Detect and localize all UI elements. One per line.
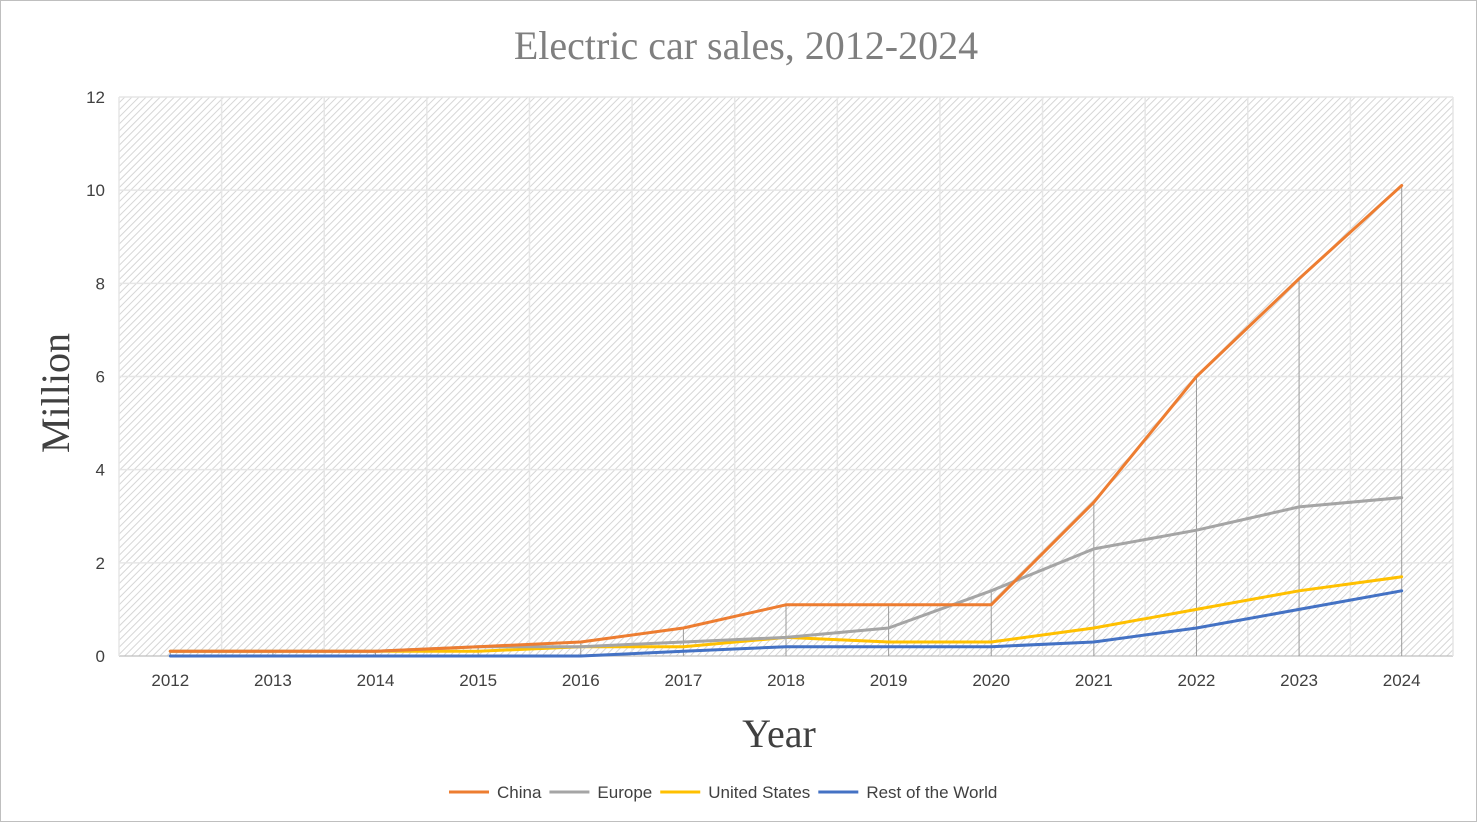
series-layer: [168, 184, 1404, 658]
x-tick-label-2012: 2012: [151, 671, 189, 690]
legend-label-europe: Europe: [597, 783, 652, 802]
legend-label-united-states: United States: [708, 783, 810, 802]
legend-label-china: China: [497, 783, 542, 802]
y-tick-label-12: 12: [86, 88, 105, 107]
x-tick-label-2016: 2016: [562, 671, 600, 690]
x-tick-label-2014: 2014: [357, 671, 395, 690]
y-tick-label-10: 10: [86, 181, 105, 200]
y-axis-title: Million: [33, 333, 78, 453]
legend: China Europe United States Rest of the Worl…: [449, 783, 997, 802]
y-tick-label-4: 4: [96, 461, 105, 480]
series-line-rest-of-the-world: [168, 589, 1404, 658]
y-tick-label-6: 6: [96, 368, 105, 387]
x-tick-label-2017: 2017: [664, 671, 702, 690]
y-axis-ticks: 0 2 4 6 8 10 12: [86, 88, 105, 666]
x-tick-label-2019: 2019: [870, 671, 908, 690]
series-line-china: [168, 184, 1404, 653]
x-axis-title: Year: [742, 711, 816, 756]
x-tick-label-2020: 2020: [972, 671, 1010, 690]
x-tick-label-2023: 2023: [1280, 671, 1318, 690]
legend-label-rest-of-the-world: Rest of the World: [866, 783, 997, 802]
x-axis-ticks: 2012 2013 2014 2015 2016 2017 2018 2019 2020 2021…: [151, 671, 1420, 690]
x-tick-label-2013: 2013: [254, 671, 292, 690]
x-tick-label-2022: 2022: [1178, 671, 1216, 690]
x-tick-label-2024: 2024: [1383, 671, 1421, 690]
x-tick-label-2021: 2021: [1075, 671, 1113, 690]
x-tick-label-2015: 2015: [459, 671, 497, 690]
y-tick-label-0: 0: [96, 647, 105, 666]
y-tick-label-8: 8: [96, 274, 105, 293]
x-tick-label-2018: 2018: [767, 671, 805, 690]
gridlines: [118, 96, 1454, 657]
chart-title: Electric car sales, 2012-2024: [514, 23, 978, 68]
y-tick-label-2: 2: [96, 554, 105, 573]
